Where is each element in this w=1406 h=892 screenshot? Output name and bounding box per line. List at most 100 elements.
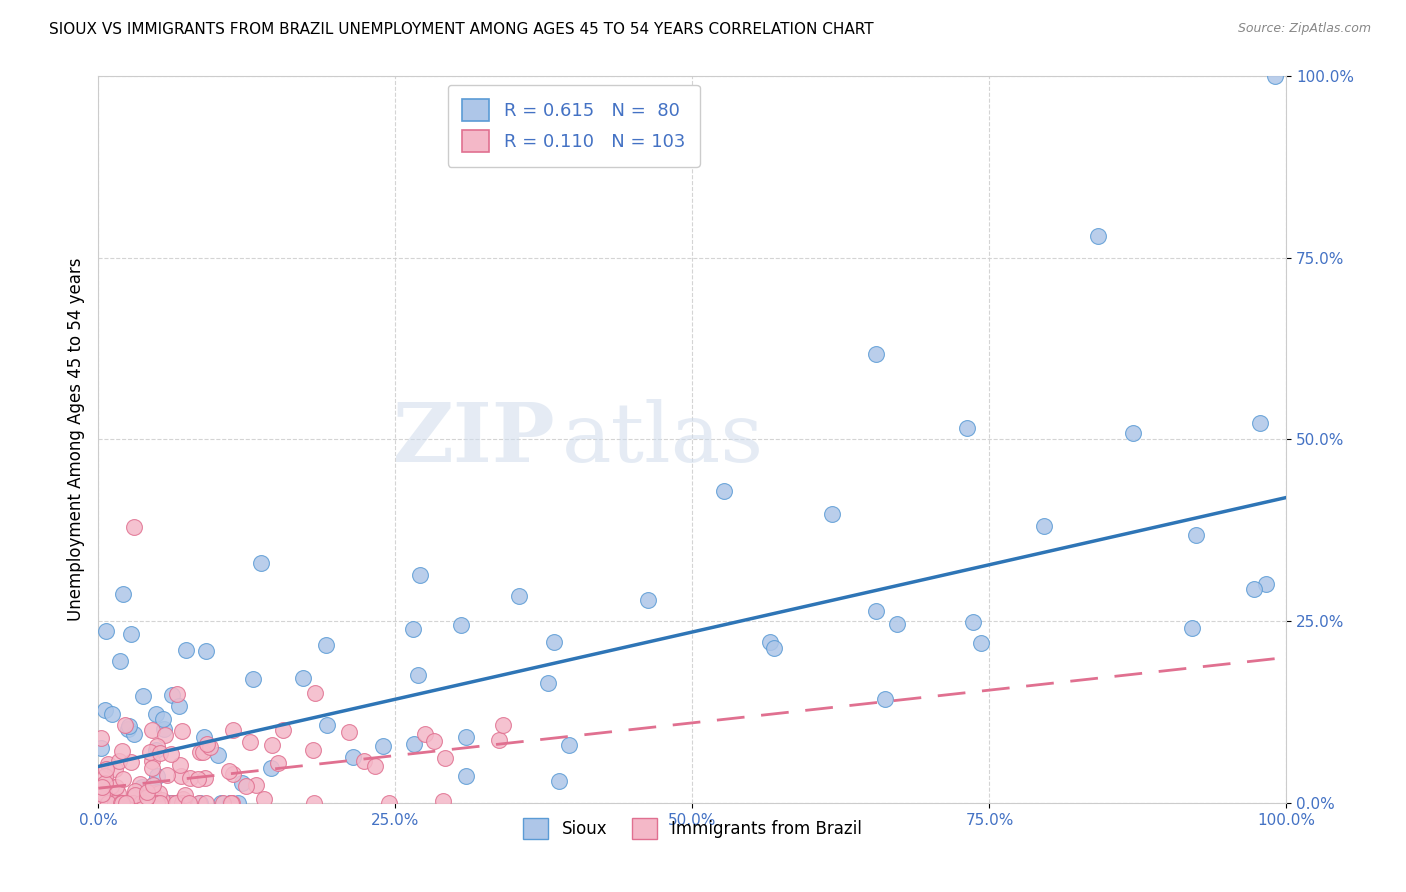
Point: [865, 604, 887, 618]
Point: [142, 778, 165, 792]
Point: [886, 616, 908, 631]
Point: [187, 772, 209, 787]
Point: [142, 778, 165, 792]
Point: [1185, 528, 1208, 542]
Point: [108, 654, 131, 668]
Point: [409, 568, 432, 582]
Point: [434, 751, 457, 765]
Point: [413, 727, 436, 741]
Point: [152, 712, 174, 726]
Point: [211, 796, 233, 810]
Point: [762, 641, 785, 656]
Point: [432, 794, 454, 808]
Point: [637, 593, 659, 607]
Point: [120, 627, 142, 641]
Point: [101, 707, 124, 722]
Point: [117, 722, 139, 736]
Point: [148, 796, 170, 810]
Point: [97, 756, 120, 771]
Point: [124, 784, 146, 798]
Point: [188, 796, 211, 810]
Point: [122, 727, 145, 741]
Point: [114, 717, 136, 731]
Point: [179, 771, 201, 785]
Point: [93, 776, 115, 790]
Point: [94, 780, 117, 794]
Point: [118, 719, 141, 733]
Point: [250, 556, 273, 570]
Point: [90, 780, 112, 795]
Point: [94, 624, 117, 639]
Point: [156, 768, 179, 782]
Point: [235, 779, 257, 793]
Point: [111, 796, 134, 810]
Point: [104, 796, 127, 810]
Point: [149, 796, 172, 810]
Point: [141, 754, 163, 768]
Point: [1033, 519, 1056, 533]
Point: [172, 792, 194, 806]
Point: [219, 796, 242, 810]
Text: SIOUX VS IMMIGRANTS FROM BRAZIL UNEMPLOYMENT AMONG AGES 45 TO 54 YEARS CORRELATI: SIOUX VS IMMIGRANTS FROM BRAZIL UNEMPLOY…: [49, 22, 875, 37]
Point: [167, 699, 190, 714]
Point: [120, 756, 142, 770]
Point: [537, 676, 560, 690]
Point: [145, 743, 167, 757]
Point: [402, 622, 425, 636]
Point: [170, 796, 193, 810]
Point: [242, 672, 264, 686]
Point: [267, 756, 290, 770]
Point: [169, 758, 191, 772]
Point: [302, 796, 325, 810]
Point: [122, 519, 145, 533]
Point: [239, 735, 262, 749]
Point: [90, 796, 112, 810]
Point: [107, 754, 129, 768]
Point: [103, 789, 125, 804]
Point: [875, 691, 897, 706]
Point: [245, 778, 267, 792]
Point: [253, 791, 276, 805]
Point: [456, 769, 478, 783]
Point: [91, 778, 114, 792]
Point: [146, 769, 169, 783]
Point: [195, 644, 218, 658]
Point: [90, 787, 112, 801]
Point: [94, 791, 117, 805]
Point: [219, 796, 242, 810]
Point: [226, 796, 249, 810]
Point: [304, 686, 326, 700]
Point: [759, 635, 782, 649]
Point: [221, 767, 243, 781]
Point: [110, 796, 132, 810]
Point: [94, 769, 117, 783]
Point: [956, 420, 979, 434]
Point: [970, 636, 993, 650]
Point: [342, 749, 364, 764]
Point: [132, 781, 155, 796]
Point: [207, 747, 229, 762]
Point: [146, 739, 169, 753]
Point: [548, 774, 571, 789]
Point: [115, 796, 138, 810]
Point: [1243, 582, 1265, 596]
Point: [146, 796, 169, 810]
Point: [262, 738, 284, 752]
Y-axis label: Unemployment Among Ages 45 to 54 years: Unemployment Among Ages 45 to 54 years: [66, 258, 84, 621]
Point: [153, 728, 176, 742]
Point: [174, 642, 197, 657]
Point: [94, 703, 117, 717]
Point: [115, 796, 138, 810]
Point: [111, 744, 134, 758]
Legend: Sioux, Immigrants from Brazil: Sioux, Immigrants from Brazil: [517, 812, 868, 846]
Point: [93, 785, 115, 799]
Point: [112, 586, 135, 600]
Point: [1122, 426, 1144, 441]
Point: [128, 795, 150, 809]
Point: [148, 786, 170, 800]
Point: [110, 796, 132, 810]
Point: [492, 718, 515, 732]
Point: [450, 618, 472, 632]
Point: [100, 779, 122, 793]
Point: [94, 763, 117, 777]
